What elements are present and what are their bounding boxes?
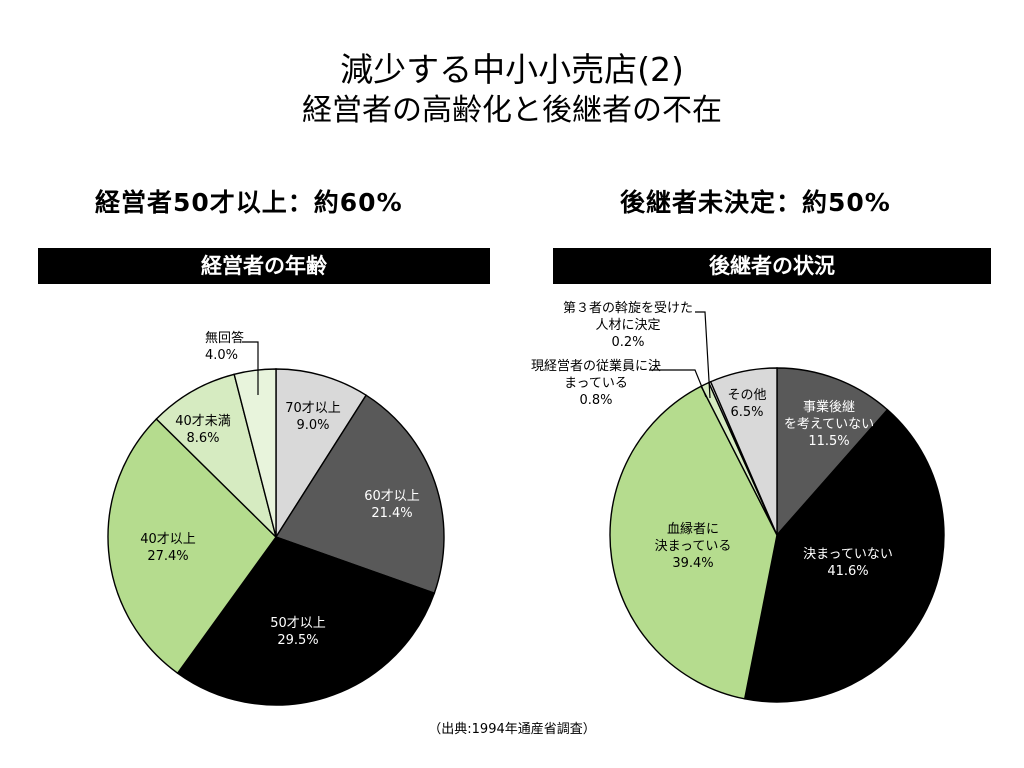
slice-label: 50才以上 — [270, 616, 326, 631]
slice-value: 0.8% — [579, 393, 612, 408]
pie-slice — [107, 418, 277, 675]
slice-label: その他 — [727, 388, 766, 403]
pie-slice — [155, 373, 278, 540]
slice-label: 事業後継 — [803, 399, 855, 415]
slice-label: 第３者の斡旋を受けた — [563, 300, 693, 316]
slice-label: 40才未満 — [175, 414, 231, 429]
right-headline: 後継者未決定：約50% — [620, 188, 891, 217]
leader-line — [650, 369, 707, 398]
slice-value: 41.6% — [827, 564, 868, 579]
pie-slice — [233, 368, 277, 538]
source-note: （出典:1994年通産省調査） — [428, 722, 596, 737]
left-headline: 経営者50才以上：約60% — [95, 188, 403, 217]
pie-slice — [743, 408, 945, 703]
slice-label: 現経営者の従業員に決 — [531, 358, 661, 374]
slice-value: 21.4% — [371, 506, 412, 521]
page-subtitle: 経営者の高齢化と後継者の不在 — [302, 93, 722, 128]
pie-slice — [274, 394, 445, 595]
slice-label: 人材に決定 — [595, 318, 660, 333]
slice-label: 決まっている — [655, 539, 732, 554]
slice-label: 60才以上 — [364, 489, 420, 504]
pie-slice — [275, 368, 368, 540]
pie-slice — [176, 536, 436, 706]
slice-label: まっている — [564, 376, 628, 391]
pie-slice — [709, 367, 778, 536]
slice-value: 4.0% — [205, 348, 238, 363]
slice-value: 6.5% — [730, 405, 763, 420]
slice-label: を考えていない — [784, 417, 874, 432]
slice-value: 39.4% — [672, 556, 713, 571]
pie-slice — [776, 367, 889, 537]
page-title: 減少する中小小売店(2) — [340, 50, 684, 89]
pie-chart-1: 70才以上 9.0% 60才以上 21.4% 50才以上 29.5% 40才以上 27.4% 4… — [107, 330, 445, 706]
slice-value: 0.2% — [611, 335, 644, 350]
slice-label: 40才以上 — [140, 532, 196, 547]
slice-value: 8.6% — [186, 431, 219, 446]
leader-line — [695, 311, 711, 399]
slice-value: 27.4% — [147, 549, 188, 564]
left-chart-title: 経営者の年齢 — [38, 248, 490, 284]
slice-value: 9.0% — [296, 418, 329, 433]
slice-label: 決まっていない — [803, 547, 893, 562]
leader-line — [242, 341, 259, 395]
slice-value: 11.5% — [808, 434, 849, 449]
slice-label: 無回答 — [205, 330, 244, 346]
slice-label: 70才以上 — [285, 401, 341, 416]
pie-slice — [609, 385, 778, 700]
slice-label: 血縁者に — [667, 521, 719, 537]
slice-value: 29.5% — [277, 633, 318, 648]
right-chart-title: 後継者の状況 — [553, 248, 991, 284]
